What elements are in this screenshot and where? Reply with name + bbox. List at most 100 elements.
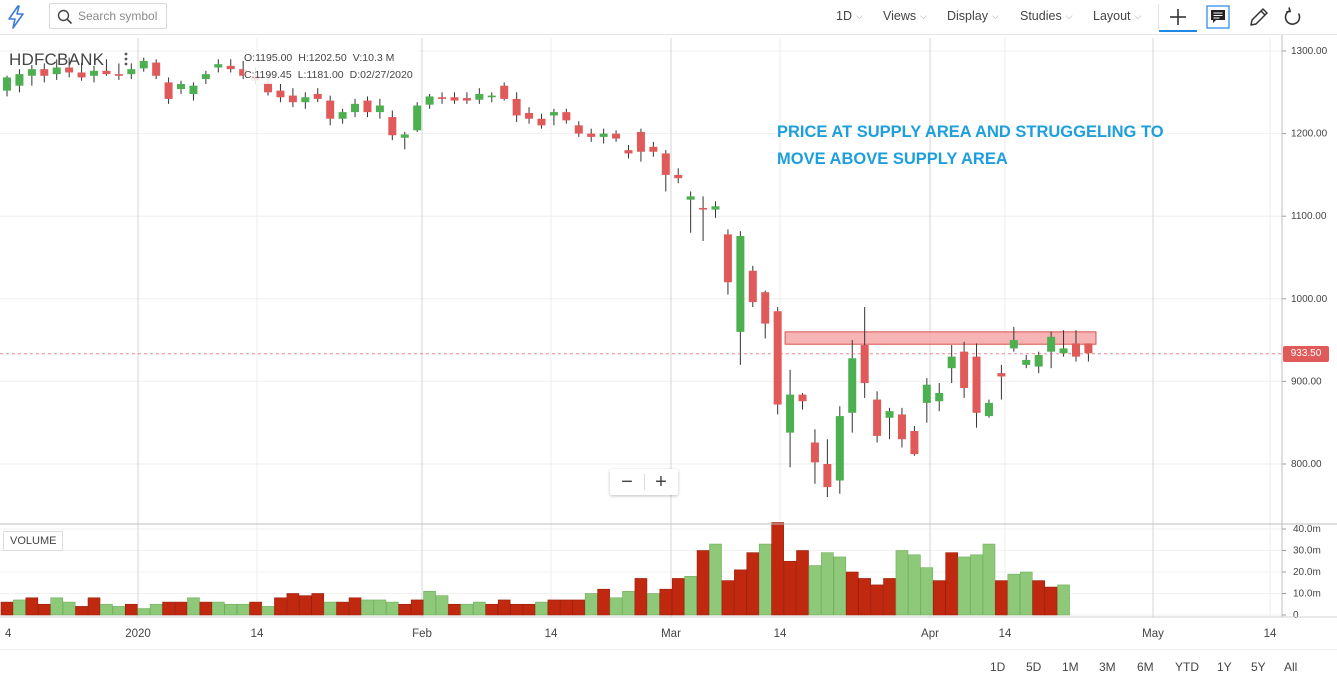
candle-body	[264, 82, 273, 93]
candle-body	[562, 112, 571, 121]
volume-bar	[584, 593, 598, 616]
volume-tick-label: 40.0m	[1293, 524, 1321, 535]
time-axis-label: 14	[251, 628, 264, 640]
candle	[1034, 351, 1043, 374]
studies-menu[interactable]: Studies ⌵	[1020, 9, 1073, 23]
candle-body	[674, 174, 683, 179]
layout-menu[interactable]: Layout ⌵	[1093, 9, 1141, 23]
time-axis-label: Apr	[921, 628, 939, 640]
candle-body	[823, 464, 832, 488]
candle-body	[798, 394, 807, 402]
candle-body	[27, 69, 36, 76]
price-tick-label: 1300.00	[1291, 46, 1328, 57]
zoom-in-button[interactable]: +	[655, 471, 667, 493]
price-tick-label: 800.00	[1291, 459, 1322, 470]
volume-bar	[274, 597, 287, 616]
range-5y-button[interactable]: 5Y	[1251, 660, 1266, 674]
more-vertical-icon[interactable]	[123, 51, 129, 67]
candle-body	[1047, 336, 1056, 352]
candle	[40, 63, 49, 83]
candle-body	[549, 112, 558, 116]
candle	[114, 63, 123, 80]
search-input[interactable]	[78, 7, 164, 25]
price-tick-label: 1000.00	[1291, 294, 1328, 305]
range-1m-button[interactable]: 1M	[1062, 660, 1079, 674]
candle	[475, 88, 484, 104]
display-menu[interactable]: Display ⌵	[947, 9, 999, 23]
ohlc-legend: O:1195.00 H:1202.50 V:10.3 M C:1199.45 L:11…	[244, 50, 419, 84]
candles-layer	[3, 57, 1093, 498]
zoom-out-button[interactable]: −	[621, 471, 633, 493]
candle	[972, 343, 981, 428]
candle	[1009, 326, 1018, 352]
candle	[686, 191, 695, 233]
volume-bar	[522, 603, 536, 616]
candle	[438, 92, 447, 104]
display-label: Display	[947, 9, 988, 23]
volume-bar	[845, 571, 859, 616]
candle	[164, 77, 173, 104]
candle	[649, 141, 658, 157]
lightning-logo-icon[interactable]	[6, 5, 26, 29]
candle	[52, 59, 61, 80]
range-5d-button[interactable]: 5D	[1026, 660, 1042, 674]
candle-body	[164, 82, 173, 99]
chart-annotation-text[interactable]: PRICE AT SUPPLY AREA AND STRUGGELING TO …	[777, 119, 1207, 173]
volume-bar	[261, 606, 275, 616]
candle-body	[624, 150, 633, 154]
range-3m-button[interactable]: 3M	[1099, 660, 1116, 674]
candle-body	[214, 64, 223, 68]
volume-bar	[746, 552, 760, 616]
candle	[960, 341, 969, 398]
candle	[699, 196, 708, 241]
crosshair-icon[interactable]	[1166, 5, 1190, 29]
candle	[102, 59, 111, 76]
candle	[761, 290, 770, 339]
symbol-search-box[interactable]	[49, 3, 167, 29]
candle	[3, 75, 11, 97]
range-1y-button[interactable]: 1Y	[1217, 660, 1232, 674]
volume-bar	[1057, 584, 1070, 616]
interval-dropdown[interactable]: 1D ⌵	[836, 9, 863, 23]
candle	[773, 307, 782, 415]
studies-label: Studies	[1020, 9, 1062, 23]
candle	[1084, 343, 1093, 362]
candle-body	[897, 414, 906, 440]
time-axis-label: Mar	[661, 628, 681, 640]
time-axis-label: Feb	[412, 628, 432, 640]
volume-bar	[187, 597, 200, 616]
volume-pane-label[interactable]: VOLUME	[3, 531, 64, 551]
volume-bar	[970, 554, 983, 616]
views-menu[interactable]: Views ⌵	[883, 9, 927, 23]
volume-bar	[0, 601, 14, 616]
candle-body	[90, 70, 99, 76]
symbol-name[interactable]: HDFCBANK	[9, 50, 105, 69]
candle-body	[313, 93, 322, 99]
volume-bar	[13, 599, 26, 616]
range-ytd-button[interactable]: YTD	[1175, 660, 1199, 674]
volume-bar	[547, 599, 561, 616]
pencil-draw-icon[interactable]	[1247, 5, 1271, 29]
candle-body	[786, 394, 795, 433]
range-1d-button[interactable]: 1D	[990, 660, 1006, 674]
volume-bar	[920, 567, 934, 616]
candle	[947, 345, 956, 384]
volume-bar	[435, 595, 449, 616]
candle	[612, 130, 621, 142]
volume-bar	[758, 543, 772, 616]
volume-bar	[696, 550, 710, 616]
candle	[27, 65, 36, 86]
volume-bar	[212, 601, 225, 616]
candle-body	[1071, 343, 1080, 357]
low-value: L:1181.00	[297, 69, 344, 81]
candle-body	[599, 133, 608, 137]
comment-icon[interactable]	[1206, 5, 1230, 29]
supply-zone-layer	[784, 331, 1097, 345]
candle-body	[114, 74, 123, 76]
reset-icon[interactable]	[1281, 5, 1305, 29]
range-6m-button[interactable]: 6M	[1137, 660, 1154, 674]
candle	[997, 364, 1006, 400]
price-chart[interactable]: 800.00 900.00 1000.00 1100.00 1200.00 1300.00…	[0, 35, 1337, 650]
candle	[798, 392, 807, 410]
range-all-button[interactable]: All	[1284, 660, 1298, 674]
